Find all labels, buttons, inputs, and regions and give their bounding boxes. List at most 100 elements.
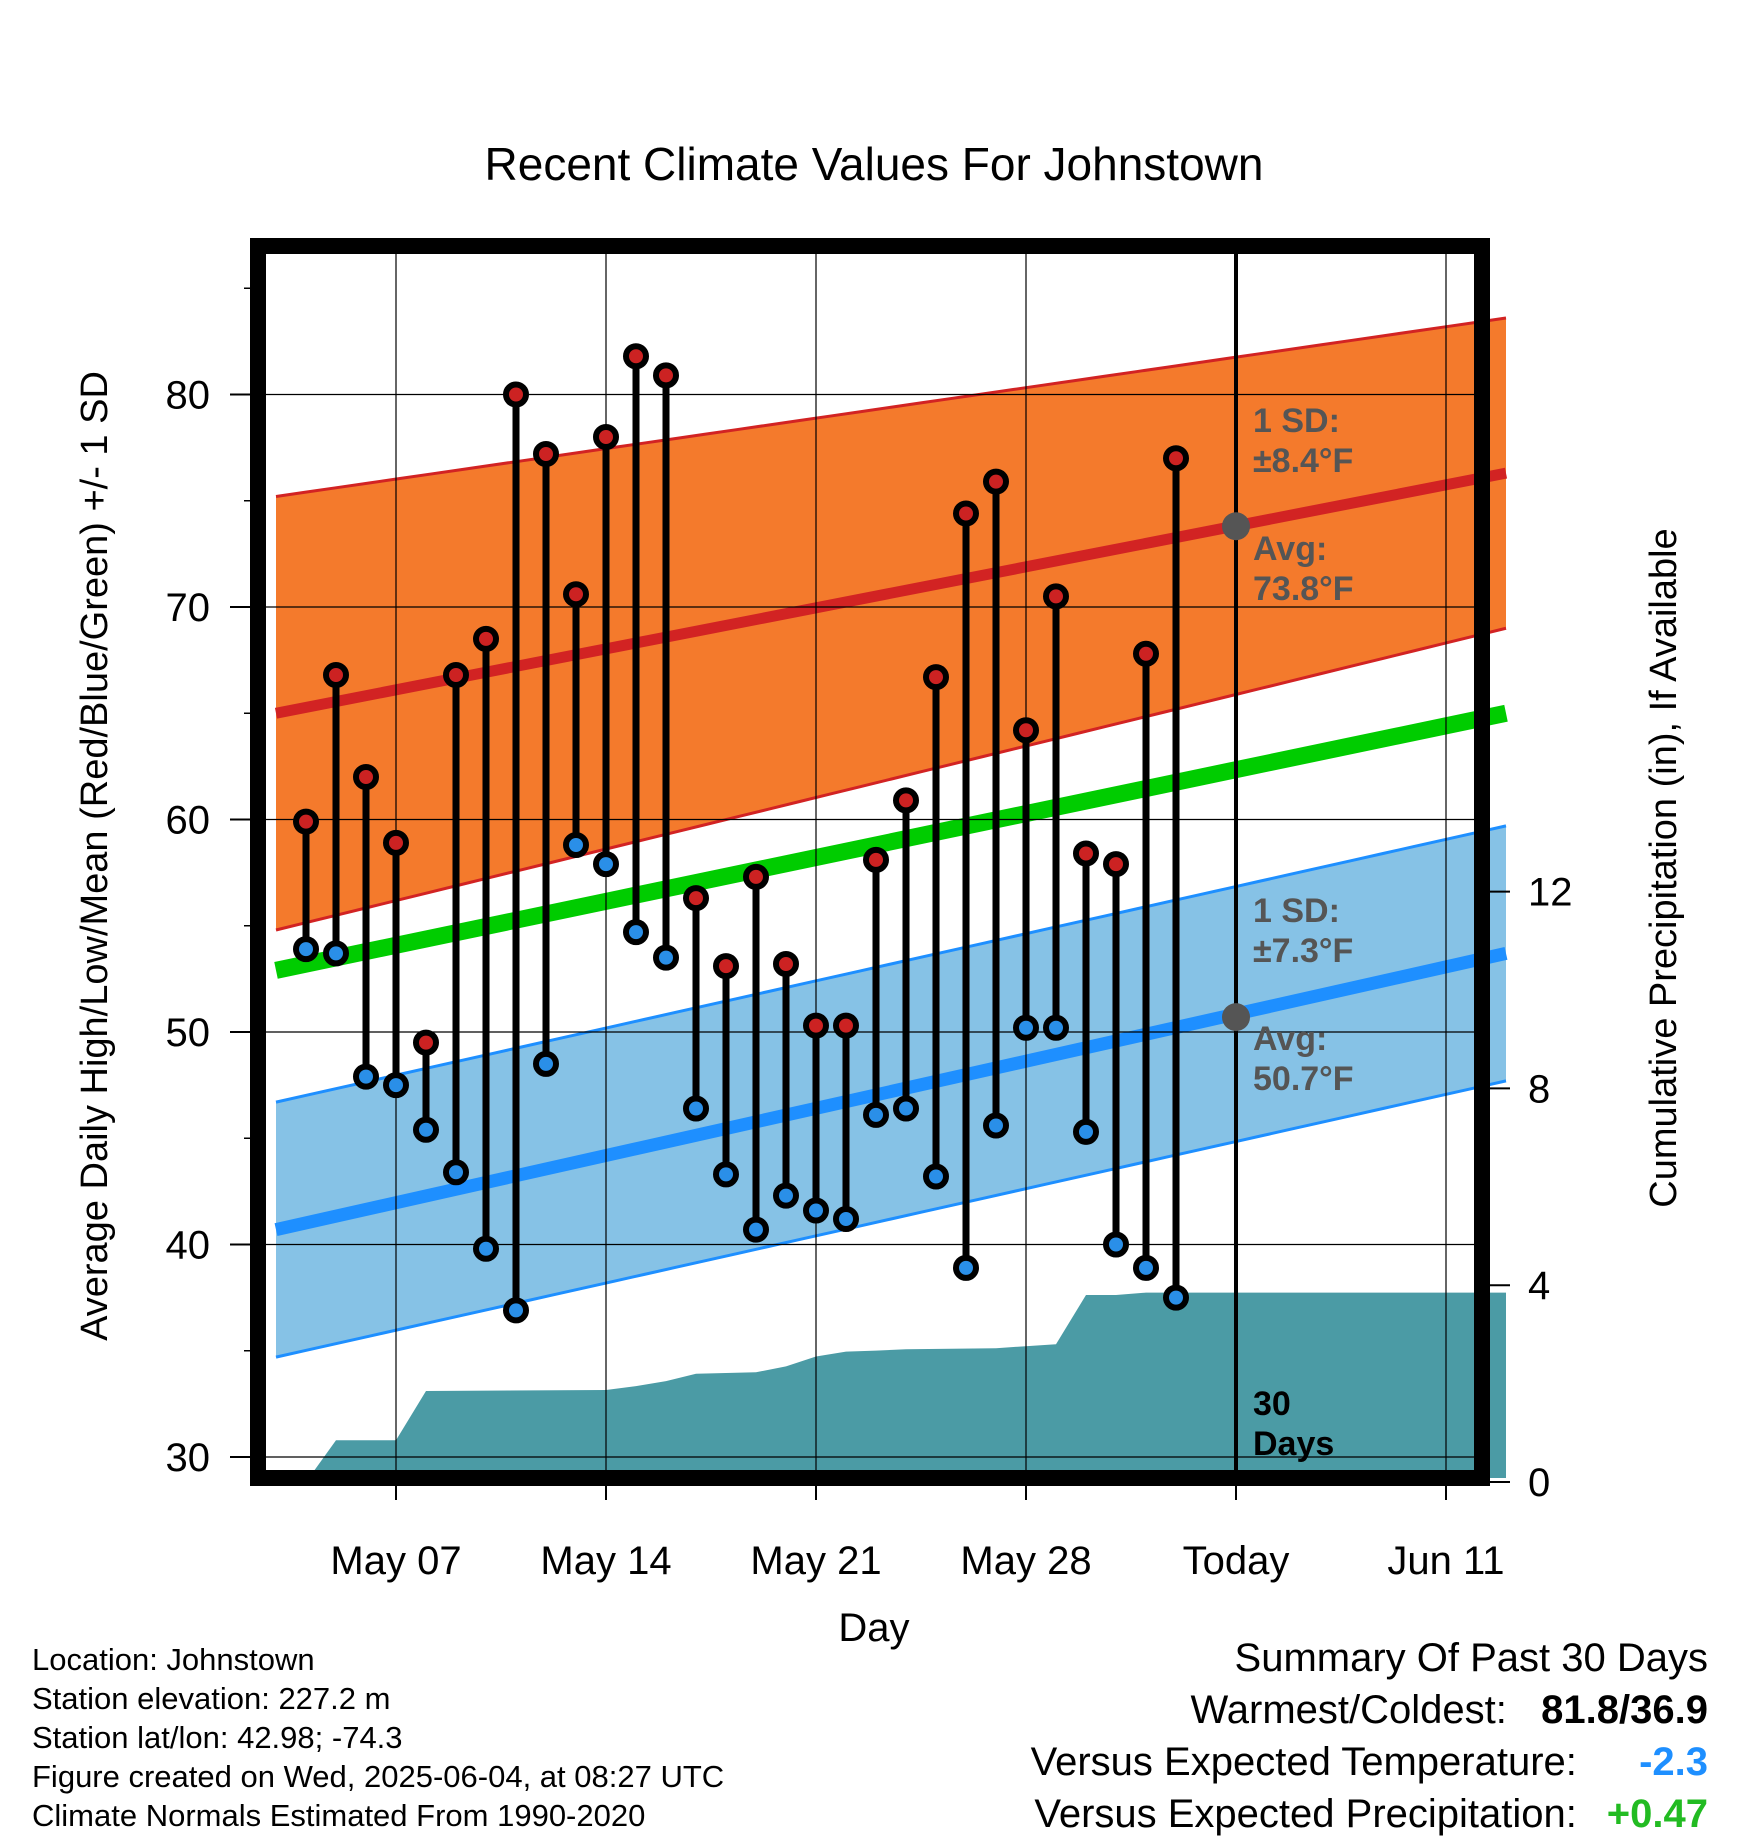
warm-cold-label: Warmest/Coldest: bbox=[1190, 1688, 1507, 1732]
precip-label: Versus Expected Precipitation: bbox=[1034, 1792, 1577, 1836]
normal-high-line bbox=[274, 467, 1508, 719]
daily-high-point bbox=[983, 468, 1009, 495]
normals-text: Climate Normals Estimated From 1990-2020 bbox=[32, 1798, 646, 1833]
x-tick-label: May 14 bbox=[540, 1539, 671, 1583]
daily-high-point bbox=[923, 664, 949, 691]
summary-temp: Versus Expected Temperature: -2.3 bbox=[1031, 1736, 1708, 1788]
low-avg-annotation-line: 50.7°F bbox=[1253, 1060, 1354, 1098]
elevation-text: Station elevation: 227.2 m bbox=[32, 1681, 391, 1716]
precipitation-area bbox=[276, 1292, 1506, 1482]
daily-high-point bbox=[803, 1012, 829, 1039]
daily-high-point bbox=[473, 625, 499, 652]
daily-high-point bbox=[683, 885, 709, 912]
summary-warm-cold: Warmest/Coldest: 81.8/36.9 bbox=[1031, 1684, 1709, 1736]
x-tick-label: May 07 bbox=[330, 1539, 461, 1583]
low-sd-annotation-line: ±7.3°F bbox=[1253, 932, 1353, 970]
location-text: Location: Johnstown bbox=[32, 1642, 315, 1677]
y2-tick-label: 4 bbox=[1528, 1264, 1550, 1308]
daily-high-point bbox=[503, 381, 529, 408]
daily-low-point bbox=[893, 1095, 919, 1122]
y2-axis-title: Cumulative Precipitation (in), If Availa… bbox=[1643, 528, 1685, 1207]
y2-tick-label: 12 bbox=[1528, 871, 1573, 915]
y-tick-label: 70 bbox=[166, 586, 211, 630]
daily-low-point bbox=[773, 1182, 799, 1209]
y-tick-label: 80 bbox=[166, 374, 211, 418]
high-sd-band-lower-edge bbox=[275, 626, 1507, 932]
daily-high-point bbox=[713, 953, 739, 980]
high-sd-band bbox=[276, 318, 1506, 930]
daily-low-point bbox=[473, 1235, 499, 1262]
high-sd-annotation-line: 1 SD: bbox=[1253, 402, 1340, 440]
daily-high-point bbox=[293, 808, 319, 835]
daily-low-point bbox=[563, 832, 589, 858]
daily-low-point bbox=[1043, 1014, 1069, 1041]
daily-high-point bbox=[893, 787, 919, 814]
low-sd-annotation-line: 1 SD: bbox=[1253, 892, 1340, 930]
y2-tick-label: 0 bbox=[1528, 1461, 1550, 1505]
low-sd-band-upper-edge bbox=[275, 824, 1507, 1104]
period-annotation-line: Days bbox=[1253, 1425, 1334, 1463]
daily-high-point bbox=[1073, 840, 1099, 867]
temp-label: Versus Expected Temperature: bbox=[1030, 1740, 1577, 1784]
daily-low-point bbox=[803, 1197, 829, 1224]
daily-low-point bbox=[713, 1161, 739, 1188]
today-low-avg-marker bbox=[1222, 1003, 1250, 1032]
x-axis-title: Day bbox=[838, 1606, 909, 1650]
daily-low-point bbox=[503, 1297, 529, 1324]
y-tick-label: 30 bbox=[166, 1436, 211, 1480]
summary-panel: Summary Of Past 30 Days Warmest/Coldest:… bbox=[1031, 1632, 1708, 1840]
daily-high-point bbox=[1043, 583, 1069, 610]
chart-title: Recent Climate Values For Johnstown bbox=[485, 138, 1264, 190]
daily-low-point bbox=[1133, 1254, 1159, 1281]
precip-value: +0.47 bbox=[1606, 1792, 1708, 1836]
daily-low-point bbox=[593, 851, 619, 878]
daily-low-point bbox=[1073, 1118, 1099, 1145]
latlon-text: Station lat/lon: 42.98; -74.3 bbox=[32, 1720, 403, 1755]
daily-low-point bbox=[443, 1159, 469, 1186]
daily-low-point bbox=[1103, 1231, 1129, 1258]
daily-high-point bbox=[443, 662, 469, 688]
daily-high-point bbox=[623, 343, 649, 370]
daily-high-point bbox=[773, 951, 799, 977]
station-info: Location: Johnstown Station elevation: 2… bbox=[32, 1640, 724, 1835]
daily-low-point bbox=[953, 1254, 979, 1281]
created-text: Figure created on Wed, 2025-06-04, at 08… bbox=[32, 1759, 725, 1794]
daily-low-point bbox=[623, 919, 649, 946]
temp-value: -2.3 bbox=[1639, 1740, 1708, 1784]
summary-precip: Versus Expected Precipitation: +0.47 bbox=[1031, 1788, 1708, 1840]
x-tick-label: Jun 11 bbox=[1387, 1539, 1504, 1583]
y-tick-label: 50 bbox=[166, 1011, 211, 1055]
daily-high-point bbox=[1133, 640, 1159, 667]
daily-low-point bbox=[383, 1072, 409, 1099]
daily-low-point bbox=[1163, 1284, 1189, 1311]
high-sd-annotation-line: ±8.4°F bbox=[1253, 442, 1353, 480]
daily-low-point bbox=[833, 1206, 859, 1232]
y2-tick-label: 8 bbox=[1528, 1067, 1550, 1111]
low-sd-band-lower-edge bbox=[275, 1079, 1507, 1359]
daily-low-point bbox=[533, 1050, 559, 1077]
daily-high-point bbox=[653, 362, 679, 389]
daily-high-point bbox=[1163, 445, 1189, 472]
daily-high-point bbox=[1103, 851, 1129, 878]
high-avg-annotation-line: Avg: bbox=[1253, 530, 1327, 568]
daily-high-point bbox=[743, 863, 769, 890]
daily-high-point bbox=[863, 846, 889, 873]
y-axis-title: Average Daily High/Low/Mean (Red/Blue/Gr… bbox=[74, 371, 116, 1341]
daily-high-point bbox=[593, 424, 619, 450]
daily-low-point bbox=[353, 1063, 379, 1090]
high-avg-annotation-line: 73.8°F bbox=[1253, 570, 1354, 608]
daily-low-point bbox=[413, 1116, 439, 1143]
daily-high-point bbox=[353, 764, 379, 790]
x-tick-label: May 21 bbox=[750, 1539, 881, 1583]
high-sd-band-upper-edge bbox=[275, 316, 1507, 498]
daily-low-point bbox=[1013, 1014, 1039, 1041]
plot-frame bbox=[250, 238, 1490, 1486]
daily-high-point bbox=[953, 500, 979, 527]
daily-high-point bbox=[323, 662, 349, 688]
y-tick-label: 40 bbox=[166, 1224, 211, 1268]
y-tick-label: 60 bbox=[166, 799, 211, 843]
daily-low-point bbox=[923, 1163, 949, 1190]
daily-high-point bbox=[413, 1029, 439, 1056]
daily-low-point bbox=[323, 940, 349, 967]
